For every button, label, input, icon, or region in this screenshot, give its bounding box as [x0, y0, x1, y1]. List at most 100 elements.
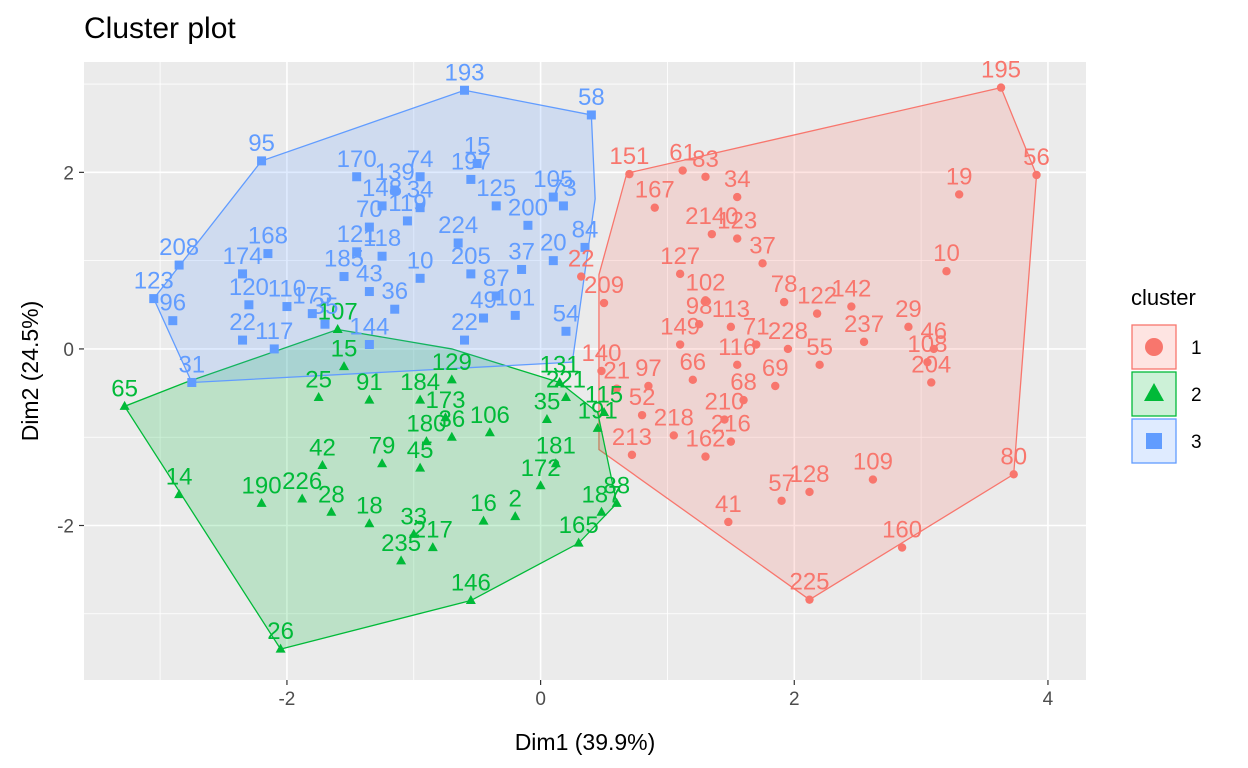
point-label: 175: [292, 283, 332, 310]
point-label: 121: [337, 221, 377, 248]
y-axis-title: Dim2 (24.5%): [17, 301, 43, 442]
point-cluster-1: [739, 395, 748, 405]
x-tick-label: 4: [1043, 689, 1054, 710]
point-cluster-1: [701, 172, 710, 181]
point-label: 218: [654, 404, 694, 431]
point-cluster-1: [996, 83, 1006, 92]
point-cluster-1: [868, 475, 878, 484]
point-cluster-1: [694, 320, 704, 329]
point-cluster-3: [580, 242, 590, 252]
point-cluster-3: [415, 172, 425, 182]
point-label: 10: [407, 247, 434, 274]
point-cluster-1: [576, 272, 586, 281]
point-label: 217: [413, 517, 453, 544]
point-label: 225: [789, 569, 829, 596]
point-label: 98: [686, 293, 713, 320]
point-cluster-3: [491, 201, 501, 211]
point-cluster-2: [408, 528, 419, 538]
point-label: 22: [229, 309, 256, 336]
point-cluster-3: [269, 344, 279, 354]
point-label: 36: [381, 278, 408, 305]
point-cluster-1: [929, 344, 938, 354]
point-label: 22: [451, 309, 478, 336]
point-cluster-1: [707, 229, 717, 239]
point-cluster-1: [669, 431, 678, 440]
point-cluster-3: [257, 156, 267, 166]
point-label: 31: [178, 351, 205, 378]
point-cluster-2: [510, 511, 521, 521]
point-label: 87: [483, 265, 510, 292]
point-label: 91: [356, 369, 383, 396]
point-cluster-3: [307, 309, 317, 319]
point-cluster-2: [440, 412, 451, 422]
point-label: 66: [679, 349, 706, 376]
point-cluster-2: [446, 374, 457, 384]
point-label: 84: [572, 216, 599, 243]
axes: -2 0 2 4 -2 0 2 Dim1 (39.9%) Dim2 (24.5%): [17, 163, 1054, 755]
point-cluster-2: [396, 555, 407, 565]
point-label: 80: [1000, 443, 1027, 470]
point-label: 224: [438, 212, 478, 239]
point-label: 29: [895, 296, 922, 323]
point-label: 34: [724, 166, 751, 193]
point-label: 101: [495, 284, 535, 311]
point-cluster-1: [1009, 470, 1018, 479]
point-label: 160: [882, 517, 922, 544]
point-cluster-1: [805, 487, 814, 497]
point-label: 20: [540, 230, 567, 257]
point-cluster-3: [390, 185, 400, 195]
point-cluster-2: [596, 506, 607, 516]
point-cluster-3: [460, 85, 470, 95]
point-label: 69: [762, 355, 789, 382]
point-cluster-3: [510, 310, 520, 320]
point-cluster-3: [479, 313, 489, 323]
point-label: 142: [831, 276, 871, 303]
point-label: 172: [521, 455, 561, 482]
point-label: 131: [540, 351, 580, 378]
point-cluster-1: [771, 381, 780, 391]
point-label: 221: [546, 366, 586, 393]
point-label: 2: [509, 486, 522, 513]
point-cluster-1: [752, 340, 761, 349]
point-label: 10: [933, 240, 960, 267]
legend-symbol-1: [1145, 338, 1163, 356]
point-label: 46: [920, 318, 947, 345]
point-cluster-1: [954, 190, 964, 199]
point-cluster-3: [390, 304, 400, 314]
point-labels: 1955619102946108204801091602251285741142…: [111, 57, 1050, 645]
point-cluster-2: [364, 394, 375, 404]
point-label: 140: [581, 340, 621, 367]
point-label: 109: [853, 449, 893, 476]
point-cluster-2: [364, 518, 375, 528]
point-label: 61: [669, 140, 696, 167]
point-cluster-2: [478, 515, 489, 525]
point-cluster-3: [244, 300, 254, 310]
point-label: 35: [312, 293, 339, 320]
point-cluster-3: [453, 238, 463, 248]
point-cluster-2: [119, 400, 130, 410]
point-label: 95: [248, 130, 275, 157]
point-label: 105: [533, 166, 573, 193]
point-cluster-3: [263, 249, 273, 259]
point-label: 129: [432, 349, 472, 376]
point-label: 70: [356, 196, 383, 223]
point-label: 190: [242, 472, 282, 499]
point-label: 228: [768, 318, 808, 345]
chart-title: Cluster plot: [84, 12, 236, 45]
point-cluster-1: [597, 366, 606, 376]
point-label: 127: [660, 243, 700, 270]
point-cluster-1: [612, 384, 621, 393]
point-label: 68: [730, 369, 757, 396]
point-cluster-2: [465, 595, 476, 605]
point-cluster-2: [275, 643, 286, 653]
point-cluster-2: [313, 391, 324, 401]
legend-label-3: 3: [1191, 432, 1202, 453]
point-label: 119: [388, 190, 426, 217]
point-cluster-2: [427, 542, 438, 552]
point-label: 83: [692, 146, 719, 173]
point-label: 213: [612, 424, 652, 451]
point-cluster-2: [535, 480, 546, 490]
point-cluster-2: [560, 391, 571, 401]
point-cluster-2: [326, 506, 337, 516]
